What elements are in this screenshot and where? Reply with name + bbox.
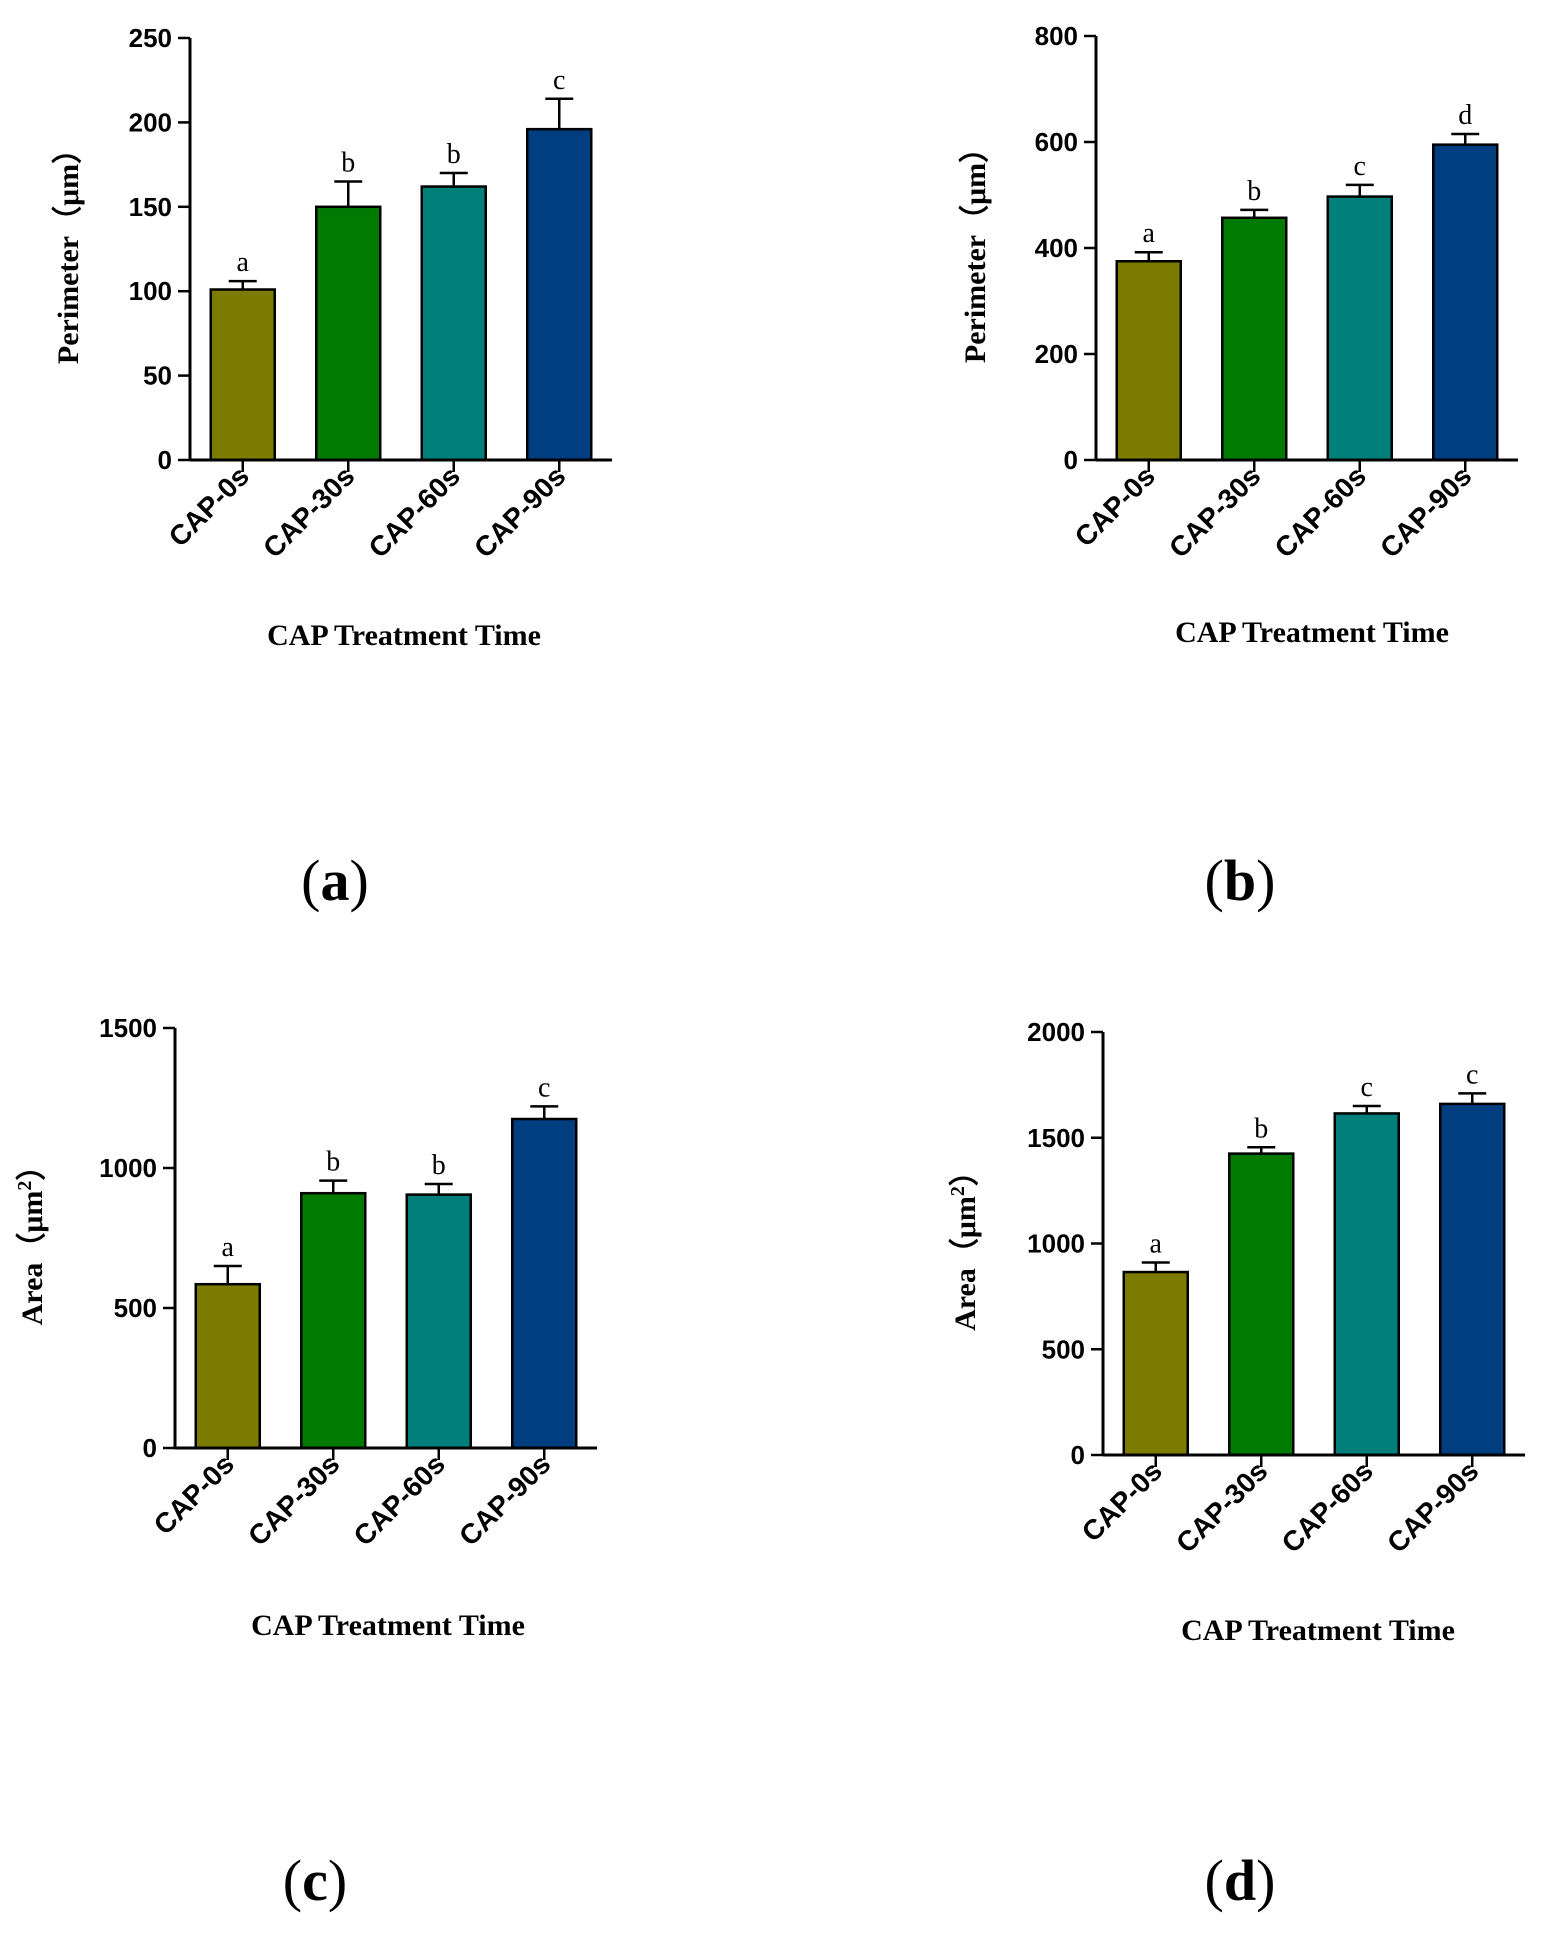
bar-cap-60s: [1326, 195, 1393, 462]
panel-label-c: (c): [283, 1848, 347, 1913]
chart-c-area: a CAP-0s b CAP-30s b CAP-60s c CAP-90s 0 500 1000 1…: [14, 1013, 597, 1642]
category-label: CAP-30s: [1163, 460, 1266, 563]
bar-cap-90s: [511, 1117, 578, 1450]
significance-letter: a: [1150, 1229, 1163, 1260]
y-axis-title: Perimeter（μm）: [51, 134, 85, 364]
category-label: CAP-60s: [348, 1448, 451, 1551]
category-label: CAP-0s: [148, 1448, 240, 1540]
chart-a-perimeter: a CAP-0s b CAP-30s b CAP-60s c CAP-90s 0 50 100 150…: [51, 23, 612, 652]
bar-cap-90s: [1439, 1102, 1506, 1457]
category-label: CAP-90s: [1374, 460, 1477, 563]
category-label: CAP-90s: [1381, 1455, 1484, 1558]
significance-letter: b: [1254, 1113, 1268, 1144]
y-tick-label: 1000: [1027, 1229, 1085, 1259]
chart-d-area: a CAP-0s b CAP-30s c CAP-60s c CAP-90s 0 500 1000 1…: [947, 1017, 1525, 1647]
category-label: CAP-0s: [1069, 460, 1161, 552]
bar-cap-60s: [420, 185, 487, 462]
significance-letter: b: [326, 1147, 340, 1178]
y-tick-label: 0: [1071, 1440, 1085, 1470]
significance-letter: c: [1466, 1059, 1478, 1090]
bar-cap-0s: [1122, 1270, 1189, 1457]
y-tick-label: 200: [1035, 339, 1078, 369]
bar-cap-30s: [1221, 216, 1288, 462]
category-label: CAP-60s: [363, 460, 466, 563]
bar-cap-60s: [1333, 1112, 1400, 1457]
y-tick-label: 1000: [99, 1153, 157, 1183]
chart-b-perimeter: a CAP-0s b CAP-30s c CAP-60s d CAP-90s 0 200 400 60…: [958, 21, 1518, 649]
category-label: CAP-30s: [242, 1448, 345, 1551]
panel-label-a: (a): [301, 848, 369, 913]
y-axis-title: Area（μm2）: [14, 1151, 49, 1326]
significance-letter: c: [1361, 1072, 1373, 1103]
y-tick-label: 1500: [99, 1013, 157, 1043]
y-tick-label: 400: [1035, 233, 1078, 263]
x-axis-title: CAP Treatment Time: [251, 1609, 525, 1642]
category-label: CAP-90s: [468, 460, 571, 563]
category-label: CAP-60s: [1269, 460, 1372, 563]
y-tick-label: 500: [114, 1293, 157, 1323]
x-axis-title: CAP Treatment Time: [267, 619, 541, 652]
y-tick-label: 100: [129, 276, 172, 306]
y-tick-label: 600: [1035, 127, 1078, 157]
y-tick-label: 500: [1042, 1334, 1085, 1364]
x-axis-title: CAP Treatment Time: [1181, 1614, 1455, 1647]
bar-cap-0s: [209, 288, 276, 462]
significance-letter: b: [447, 139, 461, 170]
bar-cap-30s: [300, 1191, 367, 1450]
y-tick-label: 0: [158, 445, 172, 475]
y-tick-label: 2000: [1027, 1017, 1085, 1047]
bar-cap-60s: [405, 1193, 472, 1450]
bar-cap-90s: [526, 127, 593, 462]
significance-letter: d: [1458, 100, 1472, 131]
significance-letter: c: [1354, 151, 1366, 182]
significance-letter: c: [553, 65, 565, 96]
significance-letter: a: [222, 1232, 235, 1263]
category-label: CAP-90s: [453, 1448, 556, 1551]
y-tick-label: 800: [1035, 21, 1078, 51]
bar-cap-0s: [194, 1282, 261, 1450]
y-tick-label: 1500: [1027, 1123, 1085, 1153]
category-label: CAP-30s: [1170, 1455, 1273, 1558]
significance-letter: b: [432, 1150, 446, 1181]
panel-label-b: (b): [1205, 848, 1276, 913]
category-label: CAP-30s: [257, 460, 360, 563]
y-tick-label: 0: [1064, 445, 1078, 475]
significance-letter: c: [538, 1072, 550, 1103]
y-axis-title: Area（μm2）: [947, 1156, 982, 1331]
bar-cap-90s: [1432, 143, 1499, 462]
bar-cap-0s: [1115, 260, 1182, 462]
significance-letter: b: [341, 147, 355, 178]
bar-cap-30s: [1228, 1152, 1295, 1457]
category-label: CAP-60s: [1276, 1455, 1379, 1558]
y-tick-label: 0: [143, 1433, 157, 1463]
x-axis-title: CAP Treatment Time: [1175, 616, 1449, 649]
category-label: CAP-0s: [163, 460, 255, 552]
panel-label-d: (d): [1205, 1848, 1276, 1913]
significance-letter: a: [237, 247, 250, 278]
category-label: CAP-0s: [1076, 1455, 1168, 1547]
y-tick-label: 200: [129, 107, 172, 137]
y-tick-label: 50: [143, 361, 172, 391]
y-tick-label: 250: [129, 23, 172, 53]
y-axis-title: Perimeter（μm）: [958, 133, 992, 363]
bar-cap-30s: [315, 205, 382, 462]
y-tick-label: 150: [129, 192, 172, 222]
significance-letter: b: [1247, 176, 1261, 207]
significance-letter: a: [1143, 218, 1156, 249]
